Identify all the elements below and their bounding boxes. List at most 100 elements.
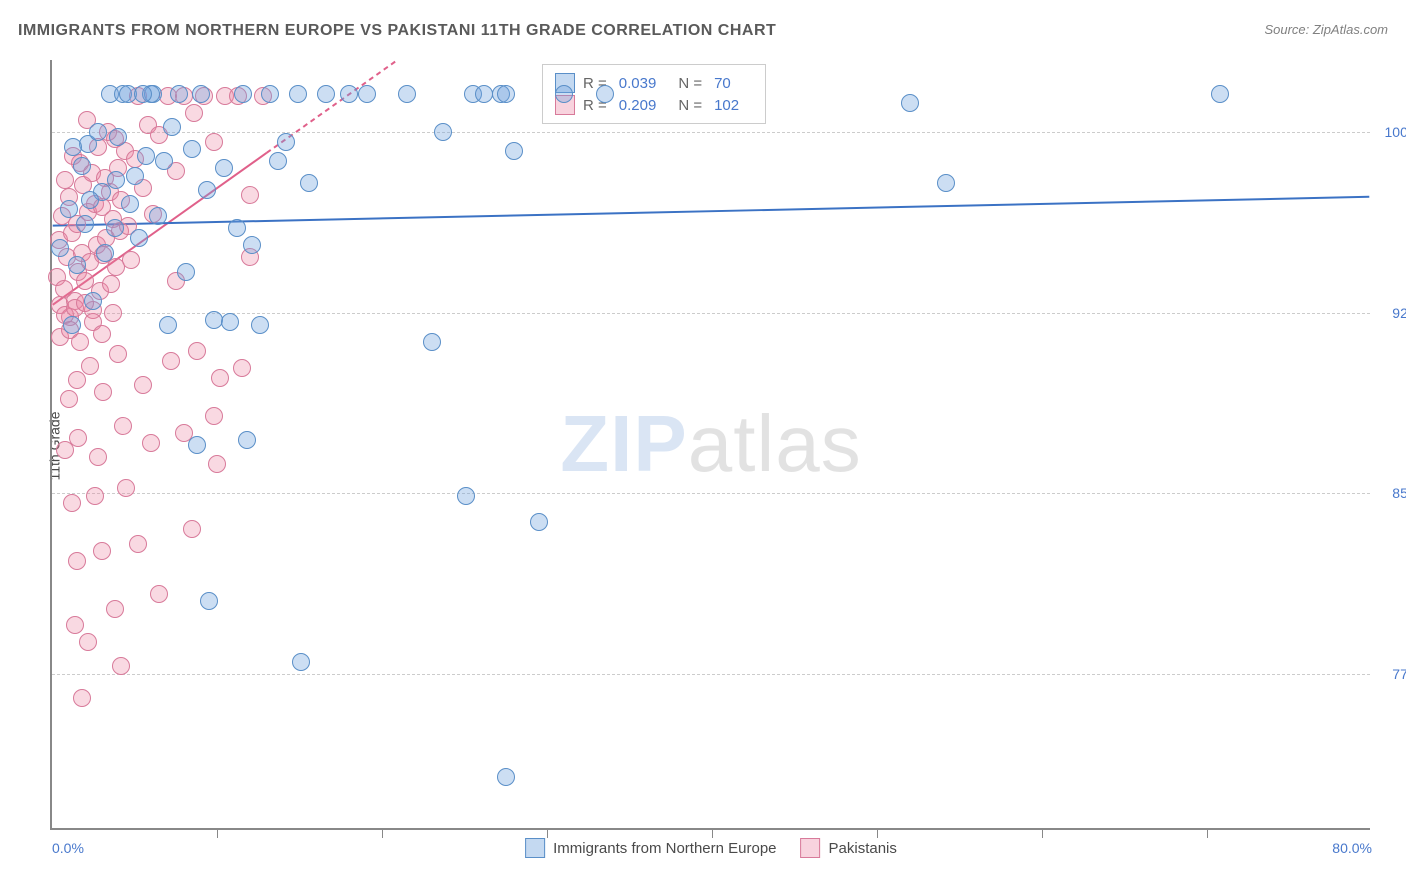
watermark-zip: ZIP [560,399,687,488]
r-pink: 0.209 [619,97,657,114]
y-tick-label: 77.5% [1392,666,1406,682]
scatter-point-pink [185,104,203,122]
scatter-point-pink [122,251,140,269]
scatter-point-blue [200,592,218,610]
scatter-point-blue [1211,85,1229,103]
scatter-point-blue [317,85,335,103]
scatter-point-blue [183,140,201,158]
chart-container: IMMIGRANTS FROM NORTHERN EUROPE VS PAKIS… [0,0,1406,892]
plot-area: ZIPatlas R =0.039 N =70 R =0.209 N =102 … [50,60,1370,830]
scatter-point-pink [60,390,78,408]
scatter-point-pink [81,357,99,375]
x-tick [547,828,548,838]
scatter-point-pink [86,487,104,505]
scatter-point-blue [76,215,94,233]
scatter-point-pink [183,520,201,538]
scatter-point-blue [497,768,515,786]
scatter-point-blue [269,152,287,170]
x-tick [382,828,383,838]
scatter-point-blue [205,311,223,329]
y-tick-label: 85.0% [1392,485,1406,501]
scatter-point-blue [300,174,318,192]
scatter-point-blue [121,195,139,213]
scatter-point-blue [149,207,167,225]
scatter-point-blue [937,174,955,192]
x-tick [1207,828,1208,838]
scatter-point-pink [94,383,112,401]
scatter-point-blue [89,123,107,141]
gridline-h [52,674,1370,675]
scatter-point-blue [221,313,239,331]
scatter-point-blue [292,653,310,671]
scatter-point-pink [104,304,122,322]
scatter-point-pink [114,417,132,435]
scatter-point-blue [192,85,210,103]
scatter-point-blue [228,219,246,237]
scatter-point-blue [106,219,124,237]
scatter-point-pink [233,359,251,377]
scatter-point-blue [63,316,81,334]
swatch-blue [525,838,545,858]
scatter-point-pink [205,407,223,425]
scatter-point-blue [198,181,216,199]
scatter-point-blue [130,229,148,247]
scatter-point-blue [475,85,493,103]
scatter-point-pink [150,585,168,603]
scatter-point-pink [162,352,180,370]
watermark: ZIPatlas [560,398,861,490]
scatter-point-pink [102,275,120,293]
scatter-point-pink [89,448,107,466]
scatter-point-blue [457,487,475,505]
scatter-point-blue [505,142,523,160]
scatter-point-blue [163,118,181,136]
x-tick [1042,828,1043,838]
scatter-point-blue [107,171,125,189]
scatter-point-blue [60,200,78,218]
scatter-point-blue [68,256,86,274]
x-tick [877,828,878,838]
swatch-pink [801,838,821,858]
scatter-point-pink [73,689,91,707]
scatter-point-pink [56,171,74,189]
legend-row-pink: R =0.209 N =102 [555,95,753,115]
legend-row-blue: R =0.039 N =70 [555,73,753,93]
x-tick [712,828,713,838]
scatter-point-blue [497,85,515,103]
gridline-h [52,493,1370,494]
legend-stats: R =0.039 N =70 R =0.209 N =102 [542,64,766,124]
scatter-point-pink [66,616,84,634]
x-tick-label: 80.0% [1332,840,1372,856]
scatter-point-blue [251,316,269,334]
scatter-point-pink [79,633,97,651]
x-tick-label: 0.0% [52,840,84,856]
scatter-point-blue [238,431,256,449]
r-blue: 0.039 [619,75,657,92]
stat-label: N = [678,97,702,114]
series-label-pink: Pakistanis [829,840,897,857]
watermark-atlas: atlas [688,399,862,488]
n-pink: 102 [714,97,739,114]
scatter-point-pink [93,325,111,343]
scatter-point-blue [423,333,441,351]
scatter-point-pink [142,434,160,452]
scatter-point-blue [398,85,416,103]
scatter-point-blue [188,436,206,454]
scatter-point-blue [64,138,82,156]
scatter-point-pink [129,535,147,553]
scatter-point-pink [93,542,111,560]
scatter-point-blue [277,133,295,151]
scatter-point-pink [112,657,130,675]
scatter-point-pink [117,479,135,497]
scatter-point-pink [63,494,81,512]
scatter-point-blue [340,85,358,103]
source-label: Source: ZipAtlas.com [1264,22,1388,37]
scatter-point-blue [358,85,376,103]
scatter-point-pink [69,429,87,447]
scatter-point-blue [155,152,173,170]
series-label-blue: Immigrants from Northern Europe [553,840,776,857]
scatter-point-blue [596,85,614,103]
scatter-point-blue [73,157,91,175]
scatter-point-pink [211,369,229,387]
scatter-point-blue [530,513,548,531]
scatter-point-blue [170,85,188,103]
